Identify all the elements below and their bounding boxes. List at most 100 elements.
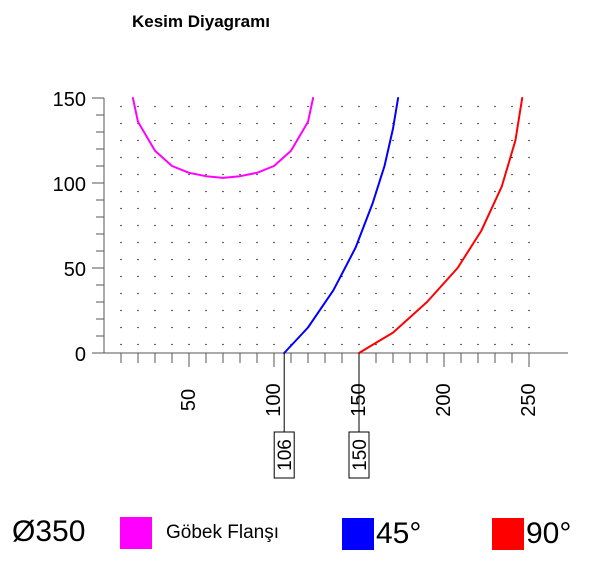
grid-dot: [205, 326, 207, 329]
grid-dot: [443, 258, 445, 261]
grid-dot: [171, 275, 173, 278]
legend-swatch-90: [492, 518, 524, 550]
grid-dot: [426, 224, 428, 227]
grid-dot: [358, 139, 360, 142]
grid-dot: [256, 122, 258, 125]
grid-dot: [443, 292, 445, 295]
grid-dot: [477, 292, 479, 295]
grid-dot: [426, 309, 428, 312]
x-tick-label: 50: [178, 389, 200, 411]
grid-dot: [205, 258, 207, 261]
grid-dot: [307, 343, 309, 346]
grid-dot: [375, 292, 377, 295]
grid-dot: [528, 190, 530, 193]
grid-dot: [358, 343, 360, 346]
grid-dot: [256, 241, 258, 244]
grid-dot: [290, 156, 292, 159]
grid-dot: [375, 173, 377, 176]
grid-dot: [443, 224, 445, 227]
grid-dot: [494, 224, 496, 227]
grid-dot: [171, 207, 173, 210]
grid-dot: [392, 105, 394, 108]
grid-dot: [460, 207, 462, 210]
grid-dot: [137, 326, 139, 329]
grid-dot: [154, 241, 156, 244]
grid-dot: [324, 190, 326, 193]
grid-dot: [528, 258, 530, 261]
grid-dot: [205, 224, 207, 227]
grid-dot: [494, 275, 496, 278]
grid-dot: [256, 139, 258, 142]
grid-dot: [273, 139, 275, 142]
grid-dot: [324, 275, 326, 278]
grid-dot: [290, 224, 292, 227]
grid-dot: [171, 122, 173, 125]
grid-dot: [358, 105, 360, 108]
grid-dot: [222, 139, 224, 142]
grid-dot: [528, 343, 530, 346]
grid-dot: [273, 207, 275, 210]
grid-dot: [188, 122, 190, 125]
grid-dot: [154, 258, 156, 261]
grid-dot: [409, 105, 411, 108]
grid-dot: [358, 224, 360, 227]
grid-dot: [409, 173, 411, 176]
grid-dot: [205, 156, 207, 159]
grid-dot: [239, 309, 241, 312]
grid-dot: [222, 326, 224, 329]
grid-dot: [120, 309, 122, 312]
grid-dot: [409, 292, 411, 295]
grid-dot: [375, 156, 377, 159]
grid-dot: [375, 122, 377, 125]
grid-dot: [460, 309, 462, 312]
grid-dot: [205, 241, 207, 244]
grid-dot: [460, 224, 462, 227]
grid-dot: [494, 122, 496, 125]
grid-dot: [375, 241, 377, 244]
annotation-box: [348, 431, 370, 479]
grid-dot: [171, 258, 173, 261]
grid-dot: [239, 207, 241, 210]
grid-dot: [171, 309, 173, 312]
grid-dot: [290, 309, 292, 312]
grid-dot: [409, 309, 411, 312]
grid-dot: [188, 275, 190, 278]
grid-dot: [511, 326, 513, 329]
grid-dot: [171, 241, 173, 244]
grid-dot: [460, 105, 462, 108]
grid-dot: [341, 292, 343, 295]
grid-dot: [494, 258, 496, 261]
grid-dot: [324, 258, 326, 261]
grid-dot: [460, 156, 462, 159]
grid-dot: [137, 292, 139, 295]
annotation-label: 106: [275, 439, 296, 471]
grid-dot: [239, 139, 241, 142]
grid-dot: [307, 292, 309, 295]
grid-dot: [256, 156, 258, 159]
grid-dot: [239, 326, 241, 329]
grid-dot: [222, 258, 224, 261]
grid-dot: [290, 275, 292, 278]
grid-dot: [341, 105, 343, 108]
grid-dot: [205, 292, 207, 295]
grid-dot: [256, 258, 258, 261]
grid-dot: [460, 173, 462, 176]
grid-dot: [341, 326, 343, 329]
grid-dot: [494, 190, 496, 193]
grid-dot: [239, 292, 241, 295]
grid-dot: [477, 241, 479, 244]
grid-dot: [239, 190, 241, 193]
grid-dot: [154, 122, 156, 125]
grid-dot: [137, 190, 139, 193]
grid-dot: [477, 343, 479, 346]
grid-dot: [171, 156, 173, 159]
grid-dot: [171, 105, 173, 108]
grid-dot: [392, 326, 394, 329]
grid-dot: [477, 224, 479, 227]
grid-dot: [358, 241, 360, 244]
grid-dot: [358, 309, 360, 312]
grid-dot: [494, 156, 496, 159]
grid-dot: [511, 190, 513, 193]
grid-dot: [511, 258, 513, 261]
